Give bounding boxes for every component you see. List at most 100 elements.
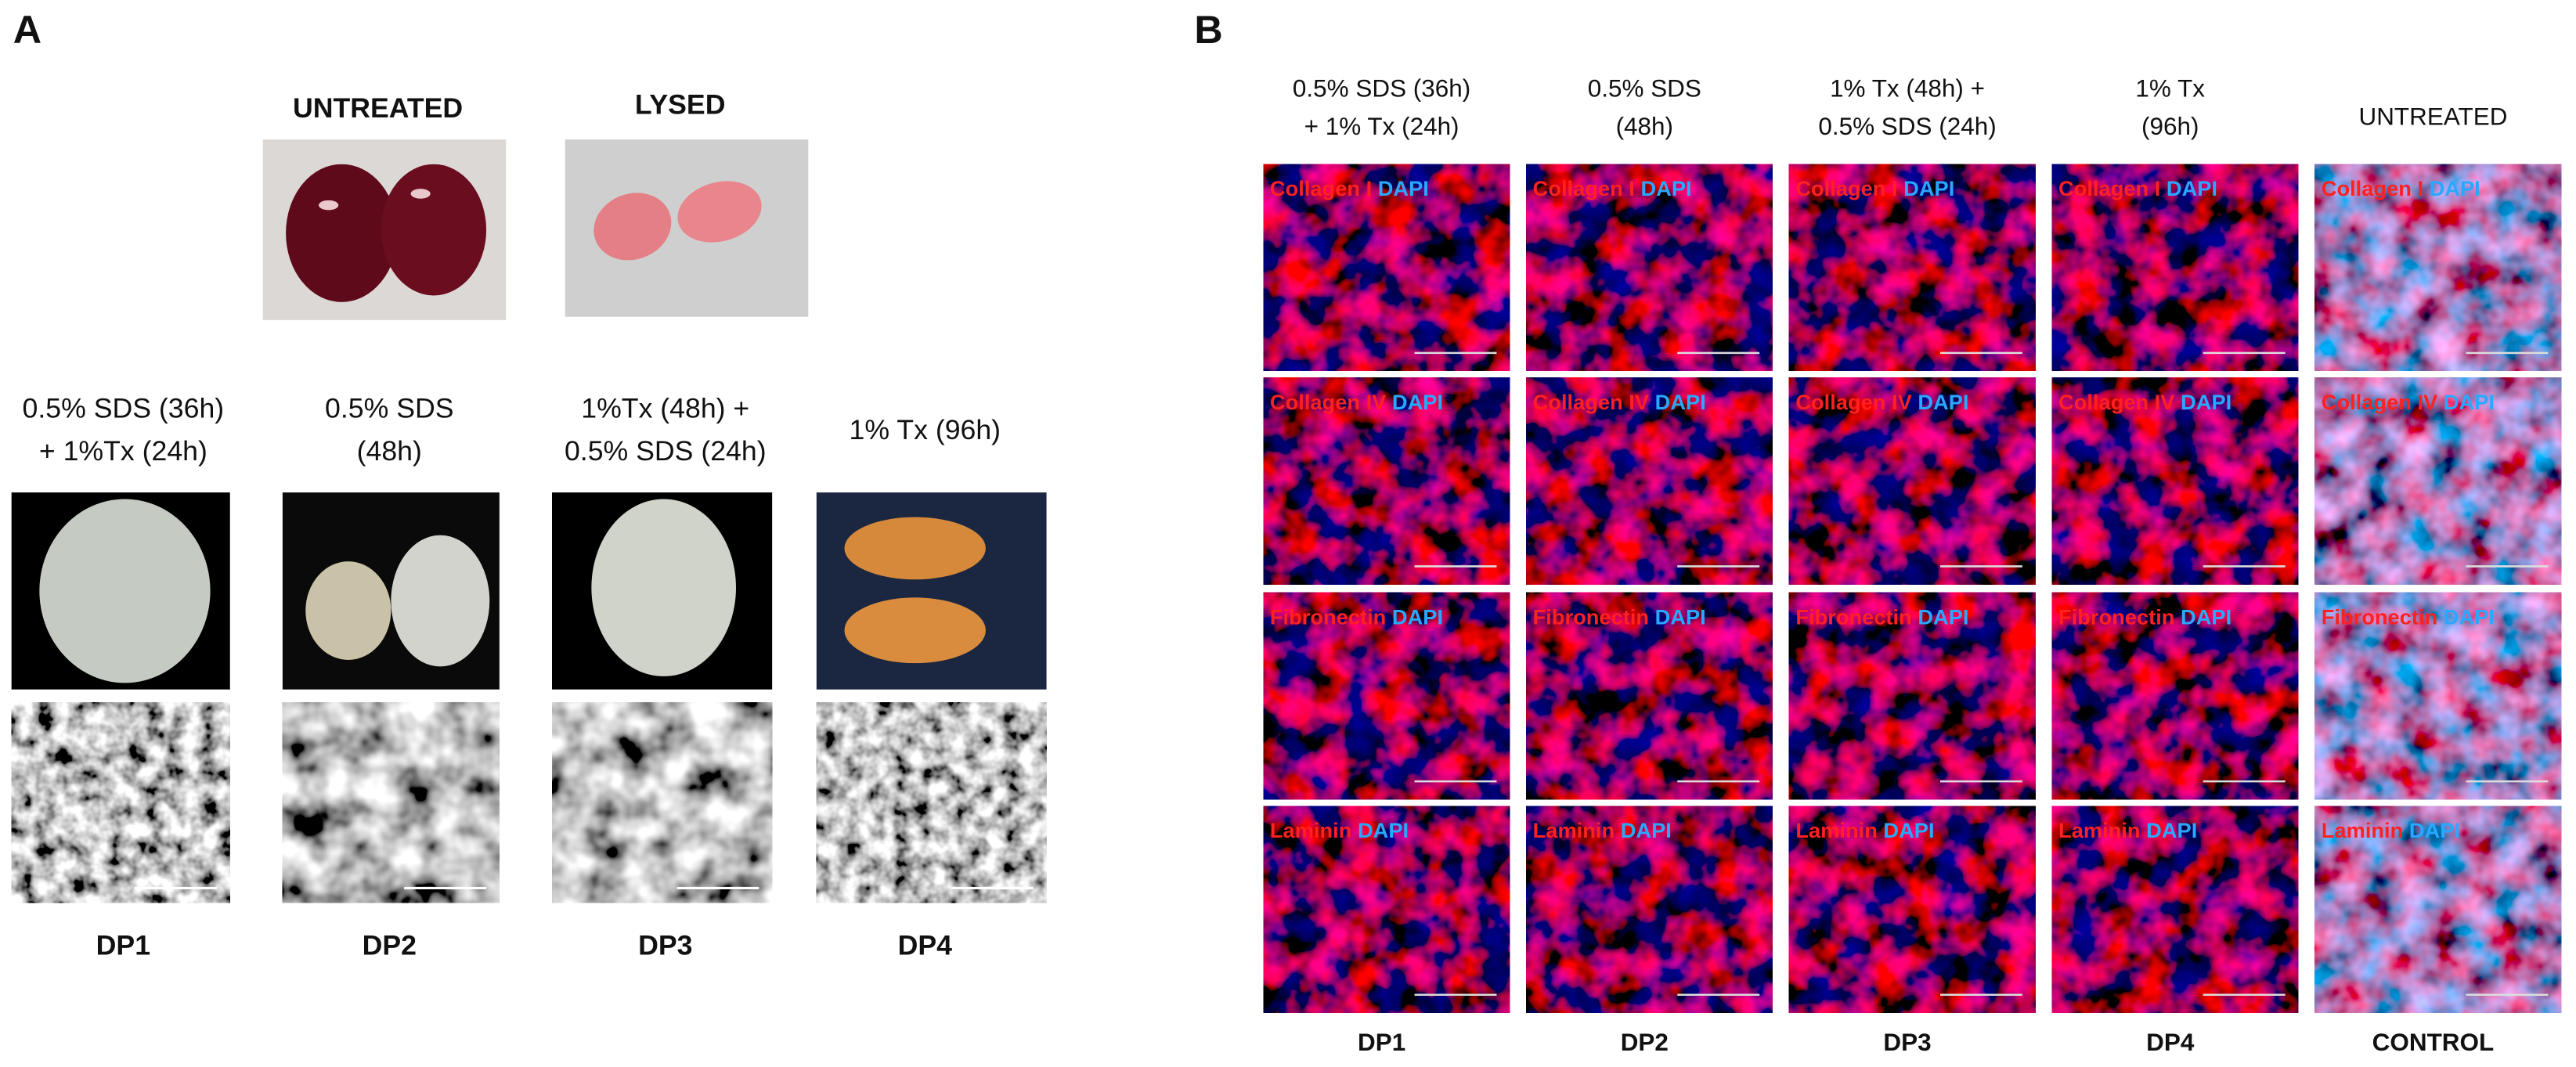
condition-label: 0.5% SDS bbox=[1588, 75, 1701, 103]
counterstain-name: DAPI bbox=[1640, 176, 1691, 200]
condition-label: 0.5% SDS (36h) bbox=[1293, 75, 1470, 103]
condition-label: 1% Tx (96h) bbox=[850, 414, 1001, 445]
counterstain-name: DAPI bbox=[1378, 176, 1429, 200]
counterstain-name: DAPI bbox=[1903, 176, 1954, 200]
micrograph bbox=[1788, 806, 2036, 1013]
scaffold bbox=[305, 561, 391, 660]
protocol-label: DP2 bbox=[363, 929, 417, 961]
counterstain-name: DAPI bbox=[1358, 818, 1409, 842]
stain-label: Laminin DAPI bbox=[1795, 818, 1934, 842]
stain-label: Fibronectin DAPI bbox=[2058, 605, 2231, 629]
stain-label: Collagen IV DAPI bbox=[1533, 390, 1706, 414]
counterstain-name: DAPI bbox=[1392, 605, 1443, 629]
group-label: DP3 bbox=[1883, 1029, 1931, 1056]
counterstain-name: DAPI bbox=[1918, 390, 1968, 414]
stain-label: Collagen IV DAPI bbox=[2322, 390, 2495, 414]
condition-label: + 1% Tx (24h) bbox=[1304, 113, 1459, 140]
scaffold bbox=[844, 517, 986, 580]
counterstain-name: DAPI bbox=[1621, 818, 1672, 842]
lysed-label: LYSED bbox=[635, 89, 726, 121]
micrograph bbox=[1263, 806, 1510, 1013]
stain-label: Fibronectin DAPI bbox=[1795, 605, 1968, 629]
stain-name: Laminin bbox=[2058, 818, 2141, 842]
kidney bbox=[381, 164, 487, 296]
micrograph bbox=[1263, 164, 1510, 371]
counterstain-name: DAPI bbox=[2181, 605, 2231, 629]
counterstain-name: DAPI bbox=[2181, 390, 2231, 414]
condition-label: 1%Tx (48h) + bbox=[581, 393, 749, 424]
stain-label: Collagen I DAPI bbox=[2058, 176, 2217, 200]
stain-name: Fibronectin bbox=[2058, 605, 2174, 629]
sem-image bbox=[552, 702, 773, 903]
protocol-label: DP4 bbox=[898, 929, 953, 961]
counterstain-name: DAPI bbox=[2167, 176, 2217, 200]
counterstain-name: DAPI bbox=[2430, 176, 2480, 200]
untreated-label: UNTREATED bbox=[293, 92, 463, 124]
stain-label: Collagen I DAPI bbox=[2322, 176, 2480, 200]
counterstain-name: DAPI bbox=[1883, 818, 1934, 842]
counterstain-name: DAPI bbox=[1392, 390, 1443, 414]
condition-label: UNTREATED bbox=[2358, 103, 2507, 130]
stain-label: Collagen I DAPI bbox=[1270, 176, 1429, 200]
micrograph bbox=[2314, 806, 2562, 1013]
stain-label: Laminin DAPI bbox=[1270, 818, 1409, 842]
stain-name: Collagen IV bbox=[2058, 390, 2174, 414]
micrograph bbox=[1526, 377, 1773, 585]
highlight bbox=[410, 189, 431, 199]
micrograph bbox=[1526, 592, 1773, 800]
stain-label: Collagen IV DAPI bbox=[2058, 390, 2231, 414]
stain-label: Laminin DAPI bbox=[2322, 818, 2460, 842]
scaffold bbox=[844, 597, 986, 664]
stain-label: Collagen IV DAPI bbox=[1795, 390, 1968, 414]
scaffold bbox=[591, 499, 736, 676]
stain-label: Collagen I DAPI bbox=[1795, 176, 1954, 200]
stain-name: Collagen IV bbox=[1270, 390, 1386, 414]
stain-label: Laminin DAPI bbox=[1533, 818, 1672, 842]
group-label: DP4 bbox=[2146, 1029, 2195, 1056]
sem-image bbox=[282, 702, 500, 903]
stain-name: Collagen I bbox=[1270, 176, 1372, 200]
kidney bbox=[677, 181, 762, 243]
stain-name: Collagen IV bbox=[2322, 390, 2437, 414]
condition-label: 0.5% SDS (24h) bbox=[565, 435, 767, 467]
stain-name: Laminin bbox=[2322, 818, 2404, 842]
stain-name: Laminin bbox=[1533, 818, 1615, 842]
micrograph bbox=[1788, 377, 2036, 585]
counterstain-name: DAPI bbox=[2146, 818, 2197, 842]
micrograph bbox=[2051, 377, 2299, 585]
condition-label: (96h) bbox=[2141, 113, 2199, 140]
micrograph bbox=[1263, 377, 1510, 585]
kidney bbox=[286, 164, 398, 302]
condition-label: 0.5% SDS (36h) bbox=[23, 393, 225, 424]
protocol-label: DP1 bbox=[96, 929, 150, 961]
group-label: DP2 bbox=[1621, 1029, 1669, 1056]
micrograph bbox=[2051, 164, 2299, 371]
stain-name: Fibronectin bbox=[1270, 605, 1386, 629]
protocol-label: DP3 bbox=[638, 929, 692, 961]
kidney bbox=[593, 193, 672, 261]
condition-label: 1% Tx (48h) + bbox=[1830, 75, 1985, 103]
micrograph bbox=[1526, 164, 1773, 371]
sem-image bbox=[816, 702, 1047, 903]
panel-label: A bbox=[13, 7, 41, 52]
highlight bbox=[319, 200, 339, 211]
panel-label: B bbox=[1194, 7, 1222, 52]
condition-label: + 1%Tx (24h) bbox=[39, 435, 207, 467]
counterstain-name: DAPI bbox=[2444, 605, 2495, 629]
sem-image bbox=[11, 702, 230, 903]
micrograph bbox=[2314, 377, 2562, 585]
micrograph bbox=[2314, 164, 2562, 371]
group-label: DP1 bbox=[1358, 1029, 1405, 1056]
stain-name: Collagen I bbox=[1533, 176, 1635, 200]
stain-name: Fibronectin bbox=[1533, 605, 1649, 629]
counterstain-name: DAPI bbox=[2444, 390, 2495, 414]
condition-label: 1% Tx bbox=[2135, 75, 2205, 103]
counterstain-name: DAPI bbox=[1655, 390, 1706, 414]
stain-name: Collagen I bbox=[2058, 176, 2160, 200]
micrograph bbox=[1788, 164, 2036, 371]
stain-label: Fibronectin DAPI bbox=[2322, 605, 2495, 629]
condition-label: (48h) bbox=[357, 435, 422, 467]
micrograph bbox=[2051, 592, 2299, 800]
